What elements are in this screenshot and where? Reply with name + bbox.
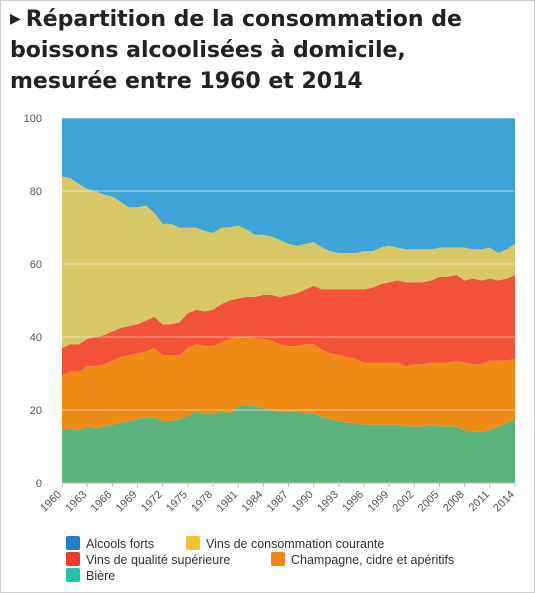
legend-label: Vins de consommation courante xyxy=(206,537,385,551)
x-tick-label: 1969 xyxy=(114,489,140,515)
area-biere xyxy=(62,404,515,483)
legend-swatch xyxy=(186,536,200,550)
y-tick-label: 0 xyxy=(36,478,42,490)
legend-swatch xyxy=(66,552,80,566)
area-vins-de-consommation-courante xyxy=(62,176,515,348)
x-tick-label: 1984 xyxy=(240,489,266,515)
x-tick-label: 1981 xyxy=(214,489,240,515)
chart-title: ▶ Répartition de la consommation de boiss… xyxy=(10,4,520,97)
x-tick-label: 2014 xyxy=(491,489,517,515)
x-tick-label: 1960 xyxy=(38,489,64,515)
x-tick-label: 2008 xyxy=(441,489,467,515)
y-tick-label: 100 xyxy=(24,113,42,125)
y-tick-label: 60 xyxy=(30,259,42,271)
x-tick-label: 1987 xyxy=(265,489,291,515)
x-tick-label: 2002 xyxy=(391,489,417,515)
y-tick-label: 80 xyxy=(30,186,42,198)
x-tick-label: 1966 xyxy=(89,489,115,515)
x-tick-label: 1996 xyxy=(340,489,366,515)
legend-label: Vins de qualité supérieure xyxy=(86,553,231,567)
x-tick-label: 1999 xyxy=(365,489,391,515)
x-tick-label: 1990 xyxy=(290,489,316,515)
area-series-group xyxy=(62,118,515,483)
x-tick-label: 2005 xyxy=(416,489,442,515)
chart-title-text: Répartition de la consommation de boisso… xyxy=(10,7,462,94)
x-tick-label: 2011 xyxy=(467,489,492,514)
legend-label: Champagne, cidre et apéritifs xyxy=(291,553,455,567)
x-tick-label: 1978 xyxy=(189,489,215,515)
area-champagne-cidre-et-aperitifs xyxy=(62,337,515,432)
legend-item-alcools-forts[interactable]: Alcools forts xyxy=(66,536,154,551)
legend-item-biere[interactable]: Bière xyxy=(66,568,115,583)
area-alcools-forts xyxy=(62,118,515,254)
x-tick-label: 1963 xyxy=(63,489,89,515)
x-axis: 1960 1963 1966 1969 1972 1975 1978 1981 1984 1987… xyxy=(38,482,517,515)
triangle-right-icon: ▶ xyxy=(10,11,21,27)
stacked-area-chart: 0 20 40 60 80 100 1960 1963 1966 1969 1972 1975 197… xyxy=(24,113,517,515)
legend-swatch xyxy=(66,536,80,550)
y-tick-label: 20 xyxy=(30,405,42,417)
x-tick-label: 1975 xyxy=(164,489,190,515)
legend-label: Alcools forts xyxy=(86,537,155,551)
legend-item-champagne[interactable]: Champagne, cidre et apéritifs xyxy=(271,552,454,567)
legend-item-vins-courante[interactable]: Vins de consommation courante xyxy=(186,536,384,551)
area-vins-de-qualite-superieure xyxy=(62,274,515,376)
x-tick-label: 1972 xyxy=(139,489,165,515)
legend-swatch xyxy=(66,568,80,582)
legend-swatch xyxy=(271,552,285,566)
legend-label: Bière xyxy=(86,569,116,583)
y-axis: 0 20 40 60 80 100 xyxy=(24,113,42,490)
y-tick-label: 40 xyxy=(30,332,42,344)
x-tick-label: 1993 xyxy=(315,489,341,515)
legend-item-vins-superieure[interactable]: Vins de qualité supérieure xyxy=(66,552,230,567)
